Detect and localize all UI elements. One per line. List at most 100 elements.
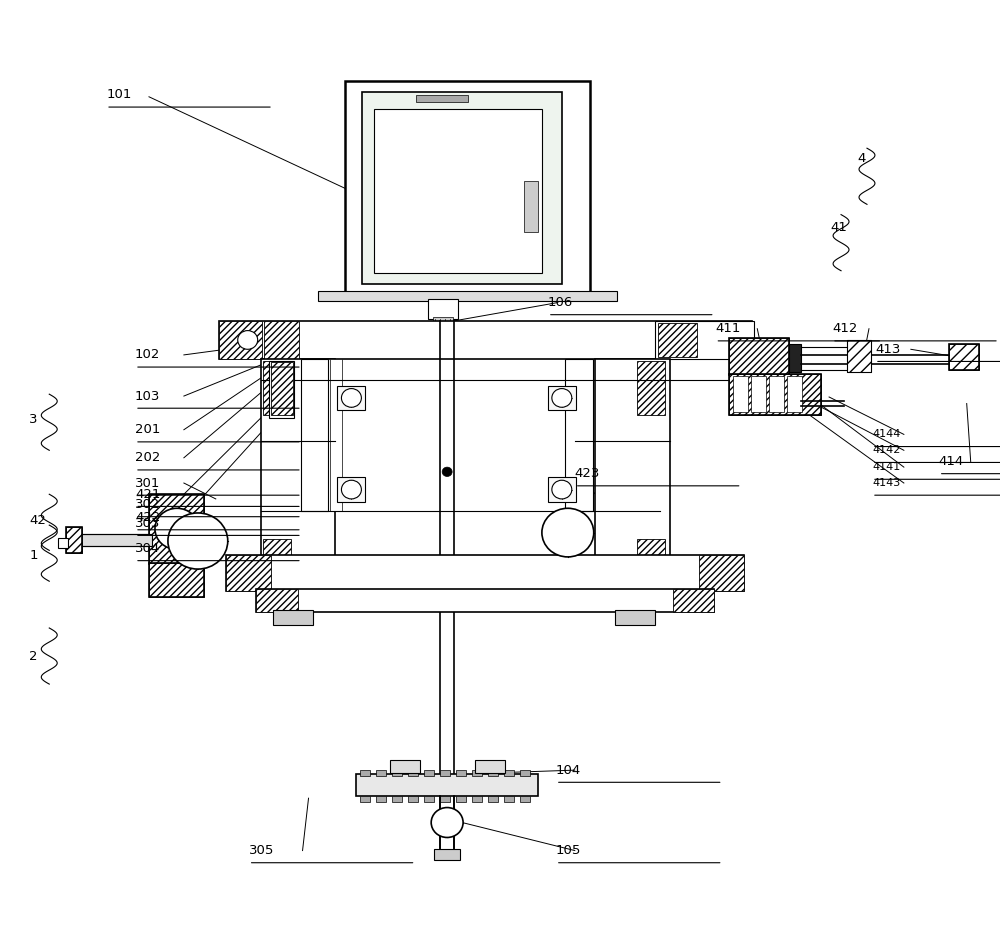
Bar <box>263 360 291 415</box>
Bar <box>729 321 752 358</box>
Circle shape <box>341 388 361 407</box>
Text: 105: 105 <box>556 844 581 857</box>
Bar <box>699 555 744 591</box>
Bar <box>440 796 450 802</box>
Bar <box>520 796 530 802</box>
Bar <box>149 494 204 565</box>
Bar <box>847 340 871 371</box>
Bar <box>376 796 386 802</box>
Bar <box>66 527 82 553</box>
Text: 42: 42 <box>29 514 46 527</box>
Bar <box>733 376 748 412</box>
Bar <box>520 770 530 776</box>
Circle shape <box>542 508 594 557</box>
Bar <box>472 770 482 776</box>
Bar <box>524 181 538 233</box>
Circle shape <box>341 480 361 499</box>
Bar <box>504 770 514 776</box>
Circle shape <box>552 480 572 499</box>
Bar <box>428 299 458 319</box>
Bar <box>949 343 979 370</box>
Bar <box>789 343 801 371</box>
Bar <box>263 539 291 575</box>
Text: 202: 202 <box>135 451 160 464</box>
Text: 101: 101 <box>106 88 131 101</box>
Bar <box>949 343 979 370</box>
Text: 106: 106 <box>548 296 573 309</box>
Bar <box>658 323 697 356</box>
Bar <box>729 373 821 415</box>
Bar <box>408 796 418 802</box>
Bar <box>264 321 299 358</box>
Text: 303: 303 <box>135 517 160 530</box>
Bar <box>219 321 752 358</box>
Text: 4144: 4144 <box>872 430 900 439</box>
Text: 4: 4 <box>857 152 865 165</box>
Bar <box>149 494 204 565</box>
Text: 103: 103 <box>135 389 160 402</box>
Text: 301: 301 <box>135 477 160 490</box>
Bar <box>376 770 386 776</box>
Bar <box>504 796 514 802</box>
Bar <box>456 796 466 802</box>
Bar <box>66 527 82 553</box>
Bar <box>219 321 262 358</box>
Bar <box>729 338 789 375</box>
Bar <box>637 539 665 575</box>
Bar <box>273 611 313 626</box>
Circle shape <box>431 808 463 838</box>
Bar <box>362 92 562 284</box>
Bar <box>337 477 365 502</box>
Bar <box>436 321 451 330</box>
Bar <box>330 358 342 511</box>
Text: 41: 41 <box>830 221 847 234</box>
Bar <box>256 589 298 613</box>
Bar <box>440 770 450 776</box>
Bar <box>751 376 766 412</box>
Bar <box>424 796 434 802</box>
Bar <box>673 589 714 613</box>
Bar <box>149 563 204 598</box>
Bar <box>787 376 802 412</box>
Bar <box>256 589 714 613</box>
Bar <box>416 95 468 102</box>
Bar <box>318 292 617 301</box>
Bar <box>149 563 204 598</box>
Text: 201: 201 <box>135 423 160 436</box>
Text: 4143: 4143 <box>872 478 900 488</box>
Bar <box>271 362 293 415</box>
Circle shape <box>155 508 199 550</box>
Bar <box>434 849 460 860</box>
Bar <box>472 796 482 802</box>
Circle shape <box>168 513 228 569</box>
Bar <box>488 770 498 776</box>
Bar <box>456 770 466 776</box>
Bar <box>390 760 420 773</box>
Text: 413: 413 <box>875 342 900 356</box>
Bar <box>356 774 538 796</box>
Text: 302: 302 <box>135 498 160 511</box>
Bar <box>392 796 402 802</box>
Bar <box>475 760 505 773</box>
Bar <box>615 611 655 626</box>
Bar <box>226 555 744 591</box>
Text: 414: 414 <box>939 455 964 468</box>
Bar <box>374 109 542 273</box>
Bar <box>847 340 871 371</box>
Circle shape <box>238 330 258 349</box>
Bar <box>655 321 754 358</box>
Text: 3: 3 <box>29 413 38 426</box>
Bar <box>337 386 365 410</box>
Text: 304: 304 <box>135 542 160 555</box>
Bar <box>301 358 328 511</box>
Text: 423: 423 <box>575 467 600 480</box>
Text: 421: 421 <box>135 488 160 501</box>
Text: 102: 102 <box>135 348 160 361</box>
Bar <box>261 358 335 577</box>
Bar <box>79 535 152 546</box>
Bar <box>360 796 370 802</box>
Bar <box>769 376 784 412</box>
Bar <box>58 538 68 548</box>
Bar <box>595 358 670 577</box>
Bar <box>360 770 370 776</box>
